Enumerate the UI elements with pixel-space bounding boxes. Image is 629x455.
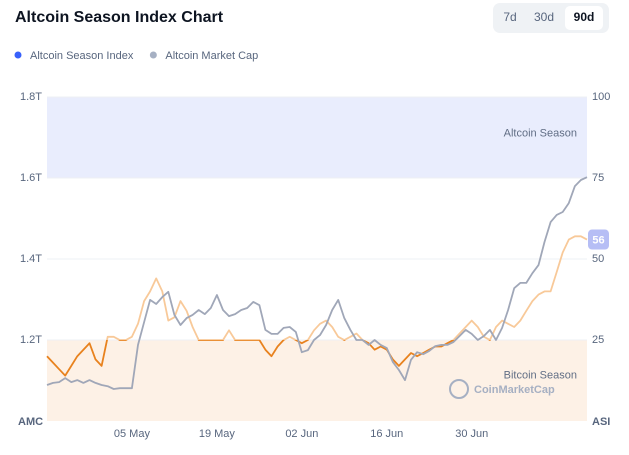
- x-tick-label: 30 Jun: [455, 428, 488, 440]
- y2-tick-label: 100: [592, 91, 610, 103]
- watermark-logo: [449, 379, 469, 399]
- x-tick-label: 19 May: [199, 428, 236, 440]
- value-badge-label: 56: [592, 234, 604, 246]
- legend-label: Altcoin Market Cap: [165, 50, 258, 62]
- y-tick-label: 1.4T: [20, 253, 42, 265]
- legend-label: Altcoin Season Index: [30, 50, 134, 62]
- range-buttons: 7d 30d 90d: [503, 6, 603, 30]
- range-button[interactable]: 30d: [534, 10, 554, 24]
- zone-label: Bitcoin Season: [504, 369, 577, 381]
- x-tick-label: 16 Jun: [370, 428, 403, 440]
- y2-axis-label: ASI: [592, 416, 610, 428]
- y-tick-label: 1.2T: [20, 334, 42, 346]
- zone-band: [47, 97, 587, 178]
- legend: Altcoin Season Index Altcoin Market Cap: [14, 50, 258, 62]
- series-line: [46, 176, 588, 390]
- series-line: [46, 235, 588, 377]
- legend-dot: [149, 51, 157, 59]
- y-axis-label: AMC: [18, 416, 43, 428]
- y-tick-label: 1.8T: [20, 91, 42, 103]
- plot-area: 1.2T 1.4T 1.6T 1.8T 25 50 75 100 AMC ASI 05 May 19 …: [18, 91, 610, 440]
- y-tick-label: 1.6T: [20, 172, 42, 184]
- chart-title: Altcoin Season Index Chart: [15, 9, 224, 26]
- y2-tick-label: 75: [592, 172, 604, 184]
- zone-label: Altcoin Season: [504, 127, 577, 139]
- range-button[interactable]: 90d: [574, 10, 595, 24]
- y2-tick-label: 25: [592, 334, 604, 346]
- legend-dot: [14, 51, 22, 59]
- value-badge: [588, 229, 609, 250]
- range-button-active: [565, 6, 603, 30]
- x-tick-label: 02 Jun: [285, 428, 318, 440]
- x-tick-label: 05 May: [114, 428, 151, 440]
- watermark: CoinMarketCap: [474, 384, 555, 396]
- range-button[interactable]: 7d: [503, 10, 516, 24]
- y2-tick-label: 50: [592, 253, 604, 265]
